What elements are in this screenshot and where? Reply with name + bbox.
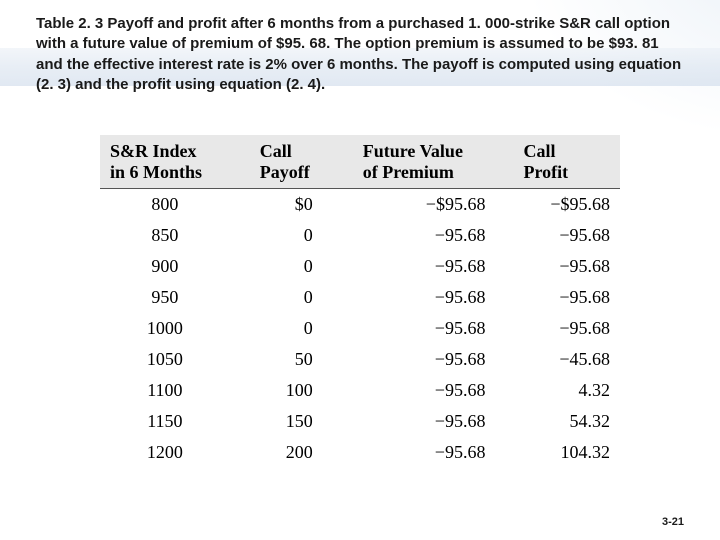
cell-fv: −95.68 xyxy=(353,406,514,437)
payoff-table: S&R Index in 6 Months Call Payoff Future… xyxy=(100,135,620,468)
cell-profit: 4.32 xyxy=(513,375,620,406)
cell-index: 950 xyxy=(100,282,250,313)
cell-fv: −95.68 xyxy=(353,251,514,282)
cell-payoff: 0 xyxy=(250,313,353,344)
cell-profit: 104.32 xyxy=(513,437,620,468)
cell-payoff: $0 xyxy=(250,189,353,221)
cell-fv: −95.68 xyxy=(353,375,514,406)
cell-fv: −95.68 xyxy=(353,313,514,344)
cell-fv: −$95.68 xyxy=(353,189,514,221)
table-row: 1200200−95.68104.32 xyxy=(100,437,620,468)
header-fv-line2: of Premium xyxy=(363,162,454,182)
table-row: 9500−95.68−95.68 xyxy=(100,282,620,313)
cell-profit: −95.68 xyxy=(513,313,620,344)
header-fv-line1: Future Value xyxy=(363,141,463,161)
table-row: 1100100−95.684.32 xyxy=(100,375,620,406)
table-row: 1150150−95.6854.32 xyxy=(100,406,620,437)
cell-index: 900 xyxy=(100,251,250,282)
table-row: 8500−95.68−95.68 xyxy=(100,220,620,251)
cell-fv: −95.68 xyxy=(353,344,514,375)
cell-profit: −45.68 xyxy=(513,344,620,375)
header-index-line1: S&R Index xyxy=(110,141,197,161)
cell-payoff: 200 xyxy=(250,437,353,468)
cell-payoff: 100 xyxy=(250,375,353,406)
table-row: 105050−95.68−45.68 xyxy=(100,344,620,375)
cell-fv: −95.68 xyxy=(353,437,514,468)
header-payoff-line2: Payoff xyxy=(260,162,310,182)
cell-payoff: 0 xyxy=(250,251,353,282)
cell-index: 800 xyxy=(100,189,250,221)
table-header-row: S&R Index in 6 Months Call Payoff Future… xyxy=(100,135,620,189)
cell-payoff: 50 xyxy=(250,344,353,375)
header-profit-line1: Call xyxy=(523,141,555,161)
table-body: 800$0−$95.68−$95.68 8500−95.68−95.68 900… xyxy=(100,189,620,469)
header-payoff-line1: Call xyxy=(260,141,292,161)
cell-profit: −95.68 xyxy=(513,282,620,313)
cell-profit: −$95.68 xyxy=(513,189,620,221)
header-profit-line2: Profit xyxy=(523,162,568,182)
table-row: 800$0−$95.68−$95.68 xyxy=(100,189,620,221)
cell-index: 1100 xyxy=(100,375,250,406)
cell-profit: −95.68 xyxy=(513,220,620,251)
table-row: 10000−95.68−95.68 xyxy=(100,313,620,344)
cell-index: 850 xyxy=(100,220,250,251)
page-number: 3-21 xyxy=(662,516,684,528)
header-profit: Call Profit xyxy=(513,135,620,189)
cell-index: 1200 xyxy=(100,437,250,468)
table-container: S&R Index in 6 Months Call Payoff Future… xyxy=(100,135,620,468)
cell-index: 1150 xyxy=(100,406,250,437)
header-fv: Future Value of Premium xyxy=(353,135,514,189)
cell-index: 1050 xyxy=(100,344,250,375)
cell-fv: −95.68 xyxy=(353,282,514,313)
cell-payoff: 0 xyxy=(250,282,353,313)
header-index-line2: in 6 Months xyxy=(110,162,202,182)
cell-payoff: 0 xyxy=(250,220,353,251)
cell-profit: −95.68 xyxy=(513,251,620,282)
cell-payoff: 150 xyxy=(250,406,353,437)
header-index: S&R Index in 6 Months xyxy=(100,135,250,189)
cell-profit: 54.32 xyxy=(513,406,620,437)
table-caption: Table 2. 3 Payoff and profit after 6 mon… xyxy=(0,0,720,95)
header-payoff: Call Payoff xyxy=(250,135,353,189)
table-row: 9000−95.68−95.68 xyxy=(100,251,620,282)
cell-fv: −95.68 xyxy=(353,220,514,251)
cell-index: 1000 xyxy=(100,313,250,344)
